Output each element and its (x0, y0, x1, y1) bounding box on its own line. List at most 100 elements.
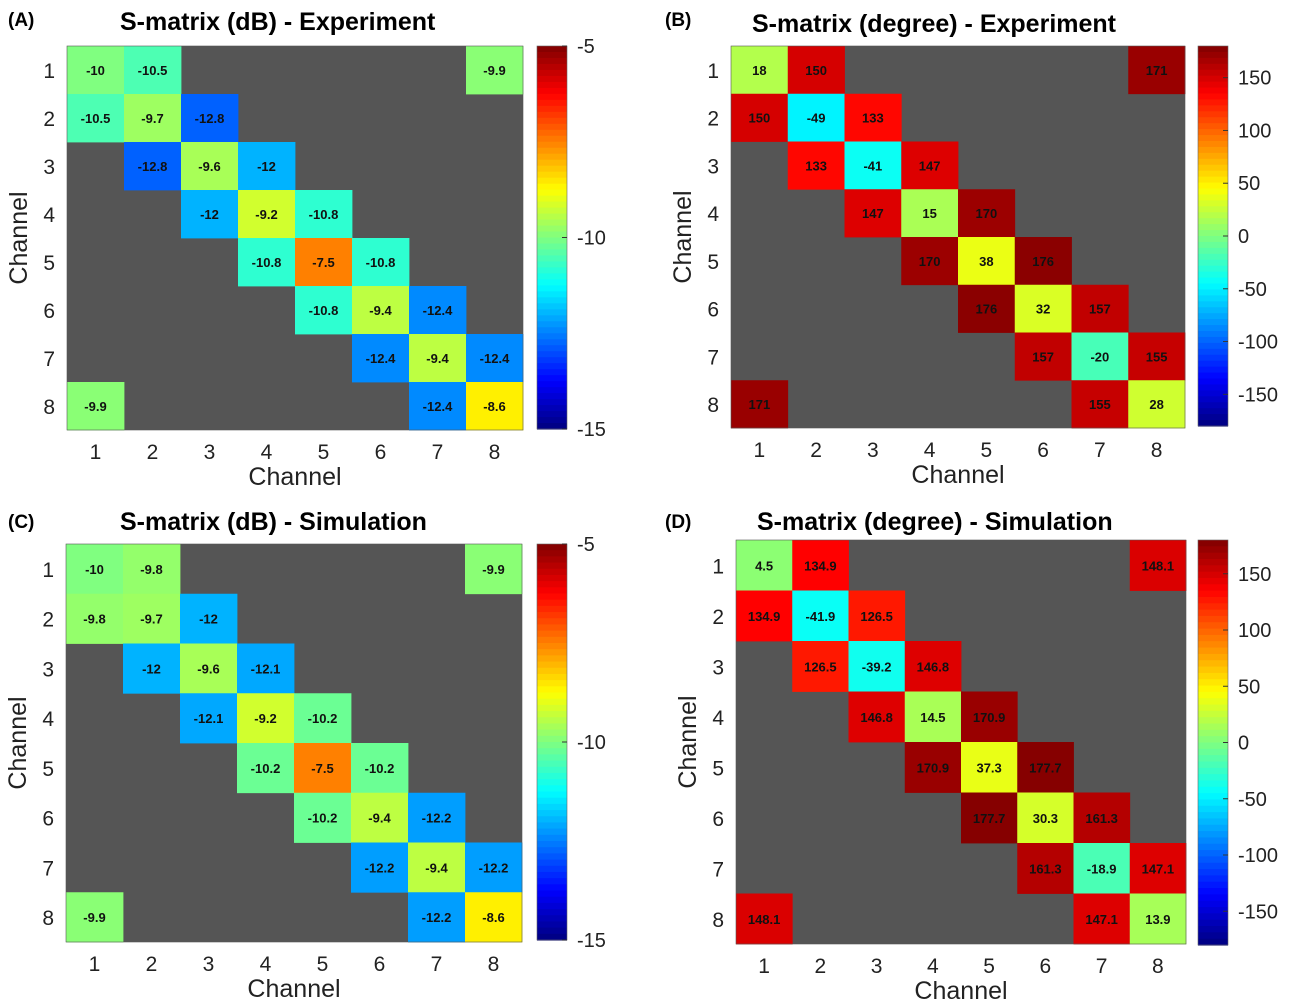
colorbar-segment (537, 859, 567, 867)
x-tick-label: 7 (1094, 439, 1106, 462)
x-tick-label: 4 (924, 439, 936, 462)
colorbar-segment (1198, 307, 1228, 314)
colorbar-segment (1198, 780, 1228, 788)
cell-value-label: 147.1 (1142, 861, 1175, 876)
heatmap-cell (1073, 843, 1131, 894)
colorbar-tick-label: 0 (1238, 733, 1249, 755)
y-tick-label: 1 (712, 555, 724, 578)
colorbar-segment (1198, 336, 1228, 344)
heatmap-cell (238, 190, 296, 239)
x-tick-label: 4 (927, 955, 939, 978)
cell-value-label: -10.8 (252, 255, 282, 270)
cell-value-label: -41.9 (806, 609, 836, 624)
colorbar-segment (1198, 590, 1228, 598)
colorbar-segment (537, 667, 567, 675)
colorbar-segment (537, 568, 567, 576)
heatmap-cell (237, 743, 295, 794)
colorbar-segment (537, 754, 567, 762)
cell-value-label: -39.2 (862, 659, 892, 674)
cell-value-label: 146.8 (860, 710, 893, 725)
colorbar-segment (537, 921, 567, 929)
cell-value-label: 177.7 (973, 811, 1006, 826)
cell-value-label: 133 (862, 111, 884, 126)
colorbar-segment (1198, 653, 1228, 661)
y-tick-label: 4 (42, 708, 54, 731)
colorbar-segment (537, 219, 567, 227)
heatmap-cell (465, 892, 523, 943)
cell-value-label: -12.1 (194, 711, 224, 726)
cell-value-label: -10.2 (308, 711, 338, 726)
panel-c: (C) S-matrix (dB) - Simulation -10 -9.8 -9… (4, 508, 606, 1003)
colorbar-segment (537, 189, 567, 197)
heatmap-cell (466, 382, 524, 431)
colorbar-segment (537, 69, 567, 77)
x-tick-label: 4 (261, 441, 273, 464)
heatmap-cell (66, 544, 124, 595)
heatmap-cell (238, 238, 296, 287)
heatmap-cell (351, 842, 409, 893)
colorbar-segment (1198, 164, 1228, 172)
heatmap-cell (295, 190, 353, 239)
colorbar-segment (537, 692, 567, 700)
colorbar-segment (537, 760, 567, 768)
x-axis-label: Channel (911, 461, 1004, 489)
colorbar-segment (1198, 571, 1228, 579)
x-axis-label: Channel (248, 463, 341, 491)
heatmap-cell (409, 382, 467, 431)
x-tick-label: 1 (754, 439, 766, 462)
colorbar-segment (537, 581, 567, 588)
heatmap-chart: -10 -10.5 -9.9 -10.5 -9.7 -12.8 -12.8 -9.6 -12 -1… (5, 36, 606, 491)
colorbar-segment (1198, 236, 1228, 243)
x-tick-label: 8 (1151, 439, 1163, 462)
colorbar-segment (537, 123, 567, 131)
colorbar-segment (537, 896, 567, 904)
cell-value-label: -20 (1090, 349, 1109, 364)
cell-value-label: 170 (919, 254, 941, 269)
colorbar-segment (1198, 666, 1228, 674)
colorbar-segment (537, 643, 567, 650)
heatmap-cell (1129, 893, 1187, 945)
colorbar-segment (537, 57, 567, 65)
heatmap-cell (408, 792, 466, 843)
colorbar-segment (1198, 755, 1228, 763)
panel-label: (D) (665, 512, 692, 533)
colorbar-segment (537, 417, 567, 424)
x-tick-label: 5 (318, 441, 330, 464)
colorbar-segment (537, 661, 567, 669)
cell-value-label: -10.2 (251, 761, 281, 776)
x-tick-label: 1 (89, 953, 101, 976)
colorbar-segment (1198, 224, 1228, 231)
colorbar-segment (1198, 295, 1228, 302)
cell-value-label: 37.3 (976, 760, 1001, 775)
y-axis-label: Channel (4, 696, 32, 789)
colorbar-segment (1198, 862, 1228, 870)
y-tick-label: 6 (43, 300, 55, 323)
colorbar-segment (1198, 378, 1228, 386)
colorbar-segment (1198, 748, 1228, 756)
x-axis-label: Channel (247, 975, 340, 1003)
colorbar-segment (537, 556, 567, 564)
cell-value-label: -12.8 (195, 111, 225, 126)
heatmap-cell (66, 593, 124, 644)
colorbar-segment (1198, 843, 1228, 851)
cell-value-label: -7.5 (312, 255, 334, 270)
colorbar-segment (537, 779, 567, 786)
colorbar-segment (537, 201, 567, 209)
heatmap-cell (1129, 540, 1187, 591)
colorbar-segment (1198, 710, 1228, 718)
colorbar-segment (537, 405, 567, 412)
colorbar-segment (537, 147, 567, 155)
heatmap-cell (1073, 792, 1131, 844)
colorbar-segment (537, 711, 567, 718)
colorbar-segment (537, 105, 567, 113)
colorbar-segment (1198, 372, 1228, 380)
colorbar-segment (537, 117, 567, 125)
colorbar-segment (1198, 81, 1228, 89)
cell-value-label: 13.9 (1145, 912, 1170, 927)
heatmap-cell (787, 141, 845, 190)
cell-value-label: -10.8 (309, 303, 339, 318)
colorbar-segment (1198, 926, 1228, 933)
colorbar-segment (1198, 831, 1228, 839)
colorbar-segment (1198, 723, 1228, 731)
colorbar-segment (1198, 289, 1228, 296)
